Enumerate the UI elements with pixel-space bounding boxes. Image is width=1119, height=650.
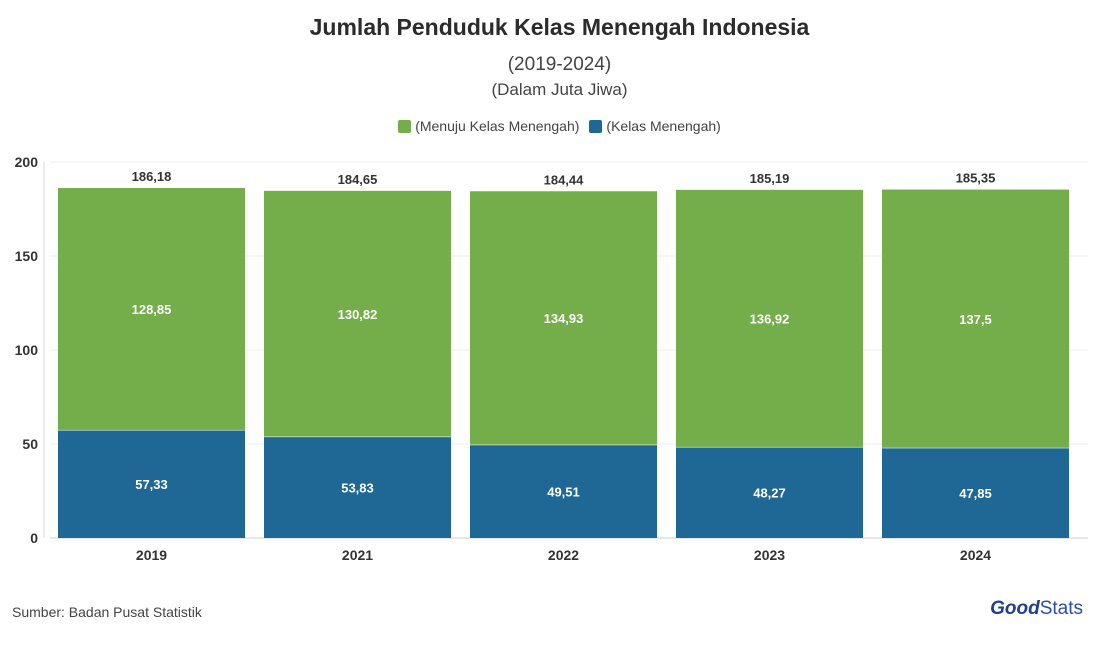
source-note: Sumber: Badan Pusat Statistik bbox=[12, 604, 202, 620]
bar-kelas-menengah bbox=[882, 448, 1069, 538]
total-label: 185,19 bbox=[750, 171, 790, 186]
legend: (Menuju Kelas Menengah) (Kelas Menengah) bbox=[0, 118, 1119, 134]
x-tick-label: 2022 bbox=[548, 547, 579, 563]
logo-stats: Stats bbox=[1039, 598, 1083, 619]
goodstats-logo: GoodStats bbox=[990, 598, 1083, 620]
bar-menuju-kelas-menengah bbox=[58, 187, 245, 431]
y-tick-label: 100 bbox=[15, 342, 39, 358]
data-label: 53,83 bbox=[341, 480, 374, 495]
bar-menuju-kelas-menengah bbox=[470, 191, 657, 445]
logo-good: Good bbox=[990, 598, 1040, 619]
data-label: 134,93 bbox=[544, 311, 584, 326]
bar-menuju-kelas-menengah bbox=[264, 190, 451, 437]
bar-menuju-kelas-menengah bbox=[882, 189, 1069, 449]
legend-swatch-blue bbox=[589, 119, 603, 133]
chart-subtitle: (2019-2024) bbox=[507, 54, 612, 75]
x-tick-label: 2021 bbox=[342, 547, 373, 563]
bar-kelas-menengah bbox=[470, 444, 657, 538]
x-tick-label: 2019 bbox=[136, 547, 167, 563]
total-label: 184,44 bbox=[544, 172, 585, 187]
data-label: 57,33 bbox=[135, 477, 168, 492]
y-tick-label: 0 bbox=[30, 530, 38, 546]
data-label: 136,92 bbox=[750, 312, 790, 327]
data-label: 47,85 bbox=[959, 486, 992, 501]
data-label: 137,5 bbox=[959, 312, 992, 327]
chart-title: Jumlah Penduduk Kelas Menengah Indonesia bbox=[309, 14, 810, 40]
y-tick-label: 200 bbox=[15, 154, 39, 170]
bar-kelas-menengah bbox=[264, 436, 451, 538]
y-tick-label: 150 bbox=[15, 248, 39, 264]
legend-item-kelas-menengah[interactable]: (Kelas Menengah) bbox=[589, 118, 721, 134]
legend-label-menuju: (Menuju Kelas Menengah) bbox=[415, 118, 580, 134]
data-label: 48,27 bbox=[753, 486, 786, 501]
total-label: 186,18 bbox=[132, 169, 172, 184]
y-tick-label: 50 bbox=[22, 436, 38, 452]
total-label: 185,35 bbox=[956, 171, 996, 186]
bar-menuju-kelas-menengah bbox=[676, 189, 863, 448]
bar-kelas-menengah bbox=[676, 447, 863, 538]
legend-label-kelas: (Kelas Menengah) bbox=[606, 118, 721, 134]
total-label: 184,65 bbox=[338, 172, 378, 187]
data-label: 130,82 bbox=[338, 307, 378, 322]
chart-unit-subtitle: (Dalam Juta Jiwa) bbox=[491, 80, 628, 99]
legend-item-menuju-kelas-menengah[interactable]: (Menuju Kelas Menengah) bbox=[398, 118, 579, 134]
legend-swatch-green bbox=[398, 119, 412, 133]
x-tick-label: 2024 bbox=[960, 547, 991, 563]
data-label: 128,85 bbox=[132, 302, 172, 317]
data-label: 49,51 bbox=[547, 484, 580, 499]
x-tick-label: 2023 bbox=[754, 547, 785, 563]
stacked-bar-chart: 0 50 100 150 200 57,33 128,85 186,18 2019 53,83 13… bbox=[15, 154, 1088, 563]
bar-kelas-menengah bbox=[58, 430, 245, 538]
